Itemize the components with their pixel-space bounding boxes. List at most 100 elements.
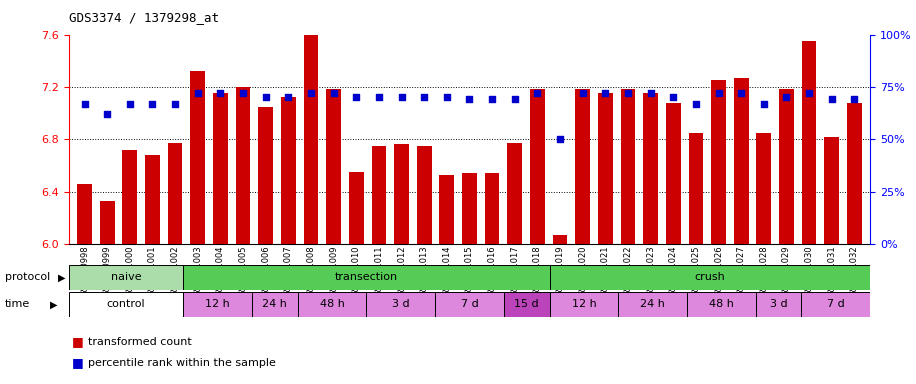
Bar bbox=[440, 174, 454, 244]
Bar bbox=[711, 80, 725, 244]
Point bbox=[824, 96, 839, 103]
Text: 7 d: 7 d bbox=[461, 299, 478, 310]
Bar bbox=[394, 144, 409, 244]
Bar bbox=[550, 292, 618, 317]
Text: control: control bbox=[106, 299, 146, 310]
Text: 3 d: 3 d bbox=[769, 299, 788, 310]
Point bbox=[575, 90, 590, 96]
Point bbox=[757, 101, 771, 107]
Point bbox=[552, 136, 567, 142]
Point bbox=[349, 94, 364, 101]
Point bbox=[485, 96, 499, 103]
Point bbox=[394, 94, 409, 101]
Point bbox=[643, 90, 658, 96]
Bar bbox=[550, 265, 870, 290]
Text: 12 h: 12 h bbox=[205, 299, 230, 310]
Bar bbox=[213, 93, 228, 244]
Bar bbox=[69, 265, 183, 290]
Bar bbox=[847, 103, 862, 244]
Point bbox=[281, 94, 296, 101]
Point bbox=[303, 90, 318, 96]
Bar bbox=[824, 137, 839, 244]
Bar bbox=[258, 106, 273, 244]
Bar bbox=[504, 292, 550, 317]
Bar bbox=[530, 89, 545, 244]
Text: crush: crush bbox=[694, 272, 725, 283]
Bar bbox=[168, 143, 182, 244]
Bar bbox=[575, 89, 590, 244]
Point bbox=[689, 101, 703, 107]
Bar bbox=[689, 132, 703, 244]
Point bbox=[100, 111, 114, 117]
Point bbox=[711, 90, 725, 96]
Point bbox=[802, 90, 816, 96]
Bar bbox=[100, 201, 114, 244]
Bar bbox=[757, 132, 771, 244]
Bar bbox=[462, 173, 477, 244]
Bar bbox=[69, 292, 183, 317]
Point bbox=[372, 94, 387, 101]
Bar bbox=[666, 103, 681, 244]
Bar bbox=[372, 146, 387, 244]
Text: ■: ■ bbox=[71, 335, 83, 348]
Bar bbox=[620, 89, 636, 244]
Text: 12 h: 12 h bbox=[572, 299, 596, 310]
Bar bbox=[349, 172, 364, 244]
Text: 24 h: 24 h bbox=[640, 299, 665, 310]
Bar bbox=[298, 292, 366, 317]
Point bbox=[780, 94, 794, 101]
Point bbox=[235, 90, 250, 96]
Bar bbox=[191, 71, 205, 244]
Text: protocol: protocol bbox=[5, 272, 49, 283]
Point bbox=[734, 90, 748, 96]
Bar bbox=[435, 292, 504, 317]
Text: 3 d: 3 d bbox=[392, 299, 409, 310]
Text: 24 h: 24 h bbox=[262, 299, 288, 310]
Point bbox=[666, 94, 681, 101]
Bar bbox=[485, 173, 499, 244]
Text: ■: ■ bbox=[71, 356, 83, 369]
Bar bbox=[281, 98, 296, 244]
Point bbox=[168, 101, 182, 107]
Bar bbox=[145, 155, 159, 244]
Text: ▶: ▶ bbox=[58, 272, 65, 283]
Bar bbox=[507, 143, 522, 244]
Point bbox=[462, 96, 476, 103]
Point bbox=[326, 90, 341, 96]
Bar bbox=[77, 184, 92, 244]
Bar bbox=[303, 32, 319, 244]
Text: percentile rank within the sample: percentile rank within the sample bbox=[88, 358, 276, 368]
Text: 15 d: 15 d bbox=[515, 299, 539, 310]
Text: 48 h: 48 h bbox=[709, 299, 734, 310]
Bar bbox=[183, 265, 550, 290]
Point bbox=[191, 90, 205, 96]
Point bbox=[123, 101, 137, 107]
Bar bbox=[802, 292, 870, 317]
Point bbox=[440, 94, 454, 101]
Point bbox=[145, 101, 159, 107]
Bar bbox=[802, 41, 816, 244]
Point bbox=[530, 90, 545, 96]
Text: transformed count: transformed count bbox=[88, 337, 191, 347]
Text: 48 h: 48 h bbox=[320, 299, 344, 310]
Text: naive: naive bbox=[111, 272, 141, 283]
Text: time: time bbox=[5, 299, 30, 310]
Bar bbox=[252, 292, 298, 317]
Bar bbox=[780, 89, 794, 244]
Point bbox=[417, 94, 431, 101]
Bar bbox=[123, 150, 137, 244]
Point bbox=[507, 96, 522, 103]
Point bbox=[621, 90, 636, 96]
Point bbox=[77, 101, 92, 107]
Bar bbox=[618, 292, 687, 317]
Bar bbox=[598, 93, 613, 244]
Text: 7 d: 7 d bbox=[827, 299, 845, 310]
Bar bbox=[756, 292, 802, 317]
Text: transection: transection bbox=[335, 272, 398, 283]
Text: ▶: ▶ bbox=[50, 299, 58, 310]
Point bbox=[598, 90, 613, 96]
Bar bbox=[326, 89, 341, 244]
Point bbox=[258, 94, 273, 101]
Point bbox=[847, 96, 862, 103]
Bar bbox=[366, 292, 435, 317]
